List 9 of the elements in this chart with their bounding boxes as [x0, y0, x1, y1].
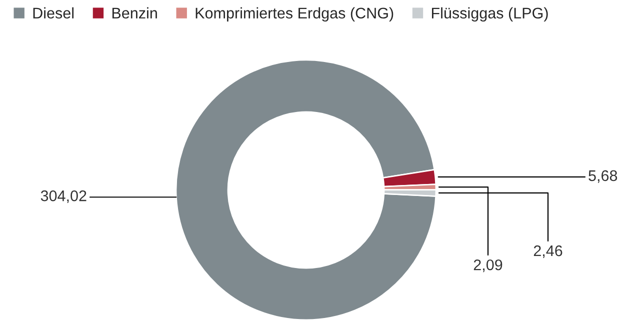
- data-label: 2,09: [474, 259, 502, 272]
- legend-label: Komprimiertes Erdgas (CNG): [196, 7, 394, 22]
- donut-slice: [175, 59, 437, 321]
- legend-label: Flüssiggas (LPG): [432, 7, 548, 22]
- data-label: 304,02: [40, 190, 86, 204]
- legend-label: Benzin: [112, 7, 157, 19]
- legend-label: Diesel: [33, 7, 74, 19]
- data-label: 5,68: [588, 170, 618, 183]
- data-label: 2,46: [534, 245, 562, 258]
